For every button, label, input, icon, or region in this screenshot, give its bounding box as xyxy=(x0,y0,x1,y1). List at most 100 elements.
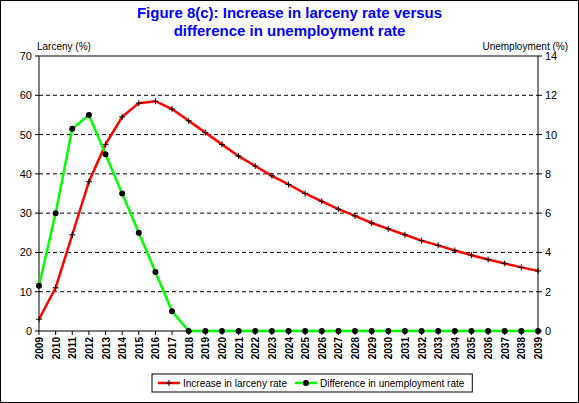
marker xyxy=(419,328,425,334)
marker xyxy=(535,328,541,334)
y-tick xyxy=(35,331,39,332)
marker xyxy=(186,118,192,124)
x-tick-label: 2022 xyxy=(250,337,261,360)
marker xyxy=(219,328,225,334)
title: Figure 8(c): Increase in larceny rate ve… xyxy=(137,4,442,39)
x-tick xyxy=(39,331,40,335)
legend: Increase in larceny rateDifference in un… xyxy=(152,374,472,392)
y2-tick xyxy=(538,95,542,96)
y2-tick-label: 6 xyxy=(545,207,551,219)
marker xyxy=(152,269,158,275)
marker xyxy=(69,126,75,132)
marker xyxy=(502,328,508,334)
x-tick-label: 2024 xyxy=(284,337,295,360)
marker xyxy=(452,247,458,253)
marker xyxy=(452,328,458,334)
marker xyxy=(518,264,524,270)
marker xyxy=(352,328,358,334)
marker xyxy=(335,328,341,334)
marker xyxy=(385,328,391,334)
x-tick-label: 2039 xyxy=(533,337,544,360)
x-tick xyxy=(88,331,89,335)
x-tick-label: 2028 xyxy=(350,337,361,360)
marker xyxy=(435,328,441,334)
marker xyxy=(302,191,308,197)
x-tick-label: 2027 xyxy=(333,337,344,360)
chart-border xyxy=(1,1,579,403)
x-tick-label: 2032 xyxy=(417,337,428,360)
y2-tick-label: 10 xyxy=(545,129,557,141)
marker xyxy=(269,328,275,334)
y-tick xyxy=(35,252,39,253)
y-tick-label: 40 xyxy=(20,168,32,180)
x-tick-label: 2010 xyxy=(51,337,62,360)
x-tick-label: 2034 xyxy=(450,337,461,360)
marker xyxy=(419,238,425,244)
marker xyxy=(36,316,42,322)
marker xyxy=(53,210,59,216)
marker xyxy=(369,220,375,226)
marker xyxy=(202,130,208,136)
y-tick-label: 0 xyxy=(26,325,32,337)
y2-tick-label: 2 xyxy=(545,286,551,298)
marker xyxy=(219,141,225,147)
legend-marker xyxy=(303,380,309,386)
marker xyxy=(86,112,92,118)
y2-tick xyxy=(538,291,542,292)
y-tick xyxy=(35,56,39,57)
x-tick-label: 2025 xyxy=(300,337,311,360)
y-tick-label: 10 xyxy=(20,286,32,298)
y-tick-label: 50 xyxy=(20,129,32,141)
y-axis-label: Larceny (%) xyxy=(37,41,91,52)
marker xyxy=(236,153,242,159)
marker xyxy=(69,232,75,238)
y2-tick xyxy=(538,56,542,57)
y-tick-label: 70 xyxy=(20,50,32,62)
x-tick-label: 2031 xyxy=(400,337,411,360)
plot-area xyxy=(36,98,541,334)
x-tick-label: 2030 xyxy=(383,337,394,360)
series-line xyxy=(39,101,538,319)
y2-tick-label: 14 xyxy=(545,50,557,62)
chart: Figure 8(c): Increase in larceny rate ve… xyxy=(0,0,579,403)
x-tick xyxy=(122,331,123,335)
x-tick-label: 2015 xyxy=(134,337,145,360)
marker xyxy=(286,181,292,187)
y-tick-label: 20 xyxy=(20,246,32,258)
x-tick-label: 2021 xyxy=(234,337,245,360)
legend-box xyxy=(152,374,472,392)
x-tick xyxy=(138,331,139,335)
x-tick xyxy=(55,331,56,335)
x-tick xyxy=(155,331,156,335)
x-tick xyxy=(72,331,73,335)
legend-label: Increase in larceny rate xyxy=(183,378,287,389)
marker xyxy=(319,328,325,334)
marker xyxy=(302,328,308,334)
x-tick-label: 2009 xyxy=(34,337,45,360)
y2-tick-label: 4 xyxy=(545,246,551,258)
x-tick-label: 2011 xyxy=(67,337,78,359)
y2-tick xyxy=(538,134,542,135)
x-tick-label: 2020 xyxy=(217,337,228,360)
y2-tick xyxy=(538,252,542,253)
x-tick-label: 2019 xyxy=(200,337,211,360)
y2-tick-label: 8 xyxy=(545,168,551,180)
x-tick-label: 2037 xyxy=(500,337,511,360)
marker xyxy=(335,206,341,212)
marker xyxy=(136,100,142,106)
marker xyxy=(86,179,92,185)
marker xyxy=(119,191,125,197)
marker xyxy=(119,114,125,120)
plot-frame xyxy=(39,56,538,331)
y-tick xyxy=(35,134,39,135)
marker xyxy=(169,106,175,112)
x-tick-label: 2013 xyxy=(101,337,112,360)
x-tick xyxy=(105,331,106,335)
marker xyxy=(169,308,175,314)
marker xyxy=(53,285,59,291)
marker xyxy=(535,268,541,274)
x-tick-label: 2012 xyxy=(84,337,95,360)
x-tick-label: 2029 xyxy=(367,337,378,360)
marker xyxy=(152,98,158,104)
marker xyxy=(286,328,292,334)
